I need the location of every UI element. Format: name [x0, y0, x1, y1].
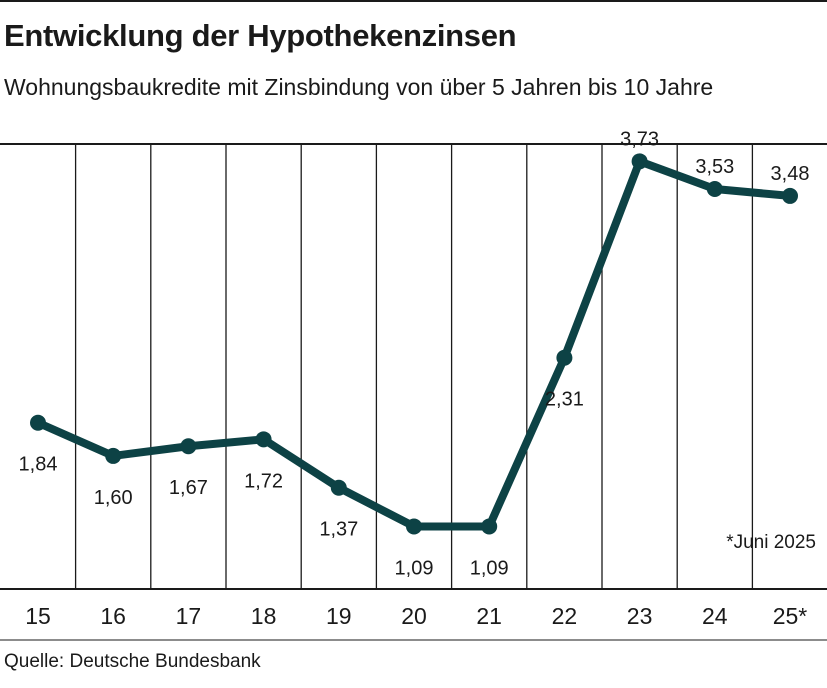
data-label: 1,84 — [19, 454, 58, 476]
data-point — [481, 518, 498, 535]
x-tick-label: 20 — [401, 603, 427, 629]
x-tick-label: 16 — [100, 603, 126, 629]
chart-subtitle: Wohnungsbaukredite mit Zinsbindung von ü… — [4, 74, 714, 100]
x-tick-label: 15 — [25, 603, 51, 629]
data-point — [105, 447, 122, 464]
x-tick-label: 21 — [476, 603, 502, 629]
data-label: 1,37 — [319, 519, 358, 541]
data-points — [30, 153, 798, 535]
footnote-note: *Juni 2025 — [726, 532, 816, 553]
data-label: 2,31 — [545, 389, 584, 411]
data-point — [30, 414, 46, 431]
data-labels: 1,84 1,60 1,67 1,72 1,37 1,09 1,09 2,31 3,73 3,53… — [19, 128, 810, 579]
vertical-gridlines — [74, 144, 754, 589]
top-rule — [0, 0, 827, 2]
x-tick-label: 17 — [176, 603, 202, 629]
x-tick-label: 22 — [552, 603, 578, 629]
data-label: 1,60 — [94, 487, 133, 509]
data-point — [330, 479, 347, 496]
data-point — [631, 153, 648, 170]
data-label: 3,48 — [771, 163, 810, 185]
x-tick-label: 18 — [251, 603, 277, 629]
x-tick-labels: 15 16 17 18 19 20 21 22 23 24 25* — [25, 603, 807, 629]
data-label: 1,09 — [470, 557, 509, 579]
data-point — [706, 181, 723, 198]
data-point — [406, 518, 422, 535]
data-point — [180, 438, 197, 455]
data-label: 1,67 — [169, 477, 208, 499]
source-note: Quelle: Deutsche Bundesbank — [4, 651, 261, 672]
data-label: 3,73 — [620, 128, 659, 150]
data-point — [255, 431, 272, 448]
x-tick-label: 24 — [702, 603, 728, 629]
data-label: 3,53 — [695, 156, 734, 178]
chart-title: Entwicklung der Hypothekenzinsen — [4, 18, 517, 53]
data-point — [782, 187, 798, 204]
data-point — [556, 349, 573, 366]
data-label: 1,09 — [395, 557, 434, 579]
x-tick-label: 25* — [773, 603, 808, 629]
data-label: 1,72 — [244, 470, 283, 492]
x-tick-label: 19 — [326, 603, 352, 629]
x-tick-label: 23 — [627, 603, 653, 629]
